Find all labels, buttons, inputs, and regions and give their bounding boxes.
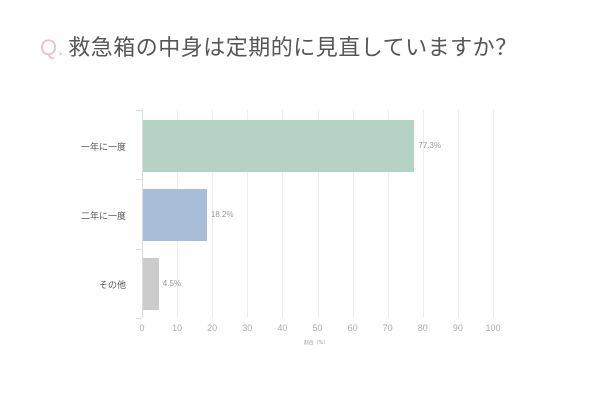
plot-area: 77.3% 18.2% 4.5%	[136, 110, 494, 319]
gridline	[457, 110, 459, 318]
x-tick-label: 20	[207, 323, 218, 333]
y-tick	[136, 248, 142, 250]
y-tick	[136, 110, 142, 111]
x-tick-label: 80	[417, 323, 428, 333]
x-tick-label: 10	[172, 323, 183, 333]
y-axis-line	[142, 110, 143, 318]
question-text: 救急箱の中身は定期的に見直していますか？	[68, 36, 518, 61]
bar-value-label: 77.3%	[418, 140, 441, 150]
bar-value-label: 4.5%	[162, 279, 182, 289]
x-tick-label: 40	[277, 323, 288, 333]
gridline	[422, 110, 424, 318]
chart-title: Q. 救急箱の中身は定期的に見直していますか？	[40, 30, 518, 62]
category-label: 二年に一度	[80, 212, 126, 222]
x-tick-label: 30	[242, 323, 253, 333]
category-label: 一年に一度	[80, 142, 126, 153]
gridline	[493, 110, 494, 318]
bar-value-label: 18.2%	[210, 210, 234, 219]
bar	[143, 119, 415, 172]
category-label: その他	[98, 281, 126, 292]
y-tick	[136, 318, 142, 319]
gridline	[247, 110, 249, 318]
bar	[143, 189, 207, 241]
gridline	[317, 110, 319, 318]
x-axis-label: 割合（%）	[303, 340, 329, 346]
x-tick-label: 100	[485, 323, 501, 333]
x-tick-label: 50	[312, 323, 323, 333]
x-tick-label: 60	[347, 323, 358, 333]
question-prefix: Q.	[40, 35, 65, 60]
x-tick-label: 0	[139, 323, 145, 333]
gridline	[352, 110, 354, 318]
gridline	[282, 110, 284, 318]
gridline	[387, 110, 389, 318]
y-tick	[136, 179, 142, 181]
bar	[143, 258, 159, 311]
x-tick-label: 70	[382, 323, 393, 333]
x-tick-label: 90	[452, 323, 463, 333]
gridline	[212, 110, 214, 318]
